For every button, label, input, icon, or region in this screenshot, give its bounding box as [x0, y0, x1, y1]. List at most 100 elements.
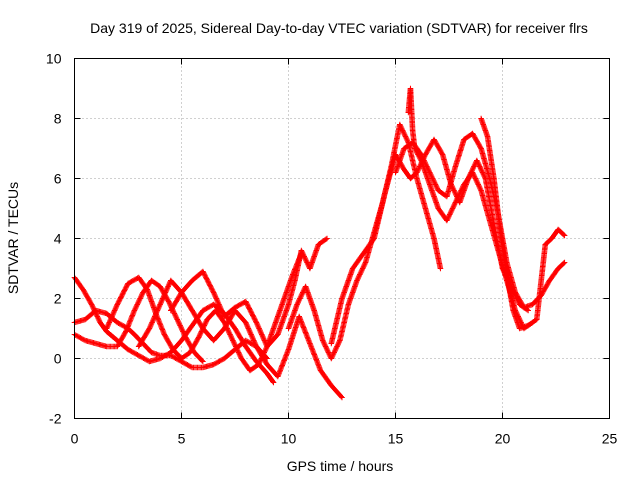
data-point: [176, 321, 183, 328]
data-point: [298, 247, 305, 254]
data-point: [513, 308, 519, 315]
data-point: [417, 155, 423, 161]
data-point: [203, 305, 210, 312]
data-point: [475, 160, 481, 166]
data-point: [175, 319, 182, 325]
data-point: [457, 190, 463, 196]
data-point: [139, 354, 146, 361]
data-point: [210, 289, 217, 296]
data-point: [136, 298, 142, 304]
data-point: [161, 292, 168, 298]
data-point: [525, 307, 531, 314]
data-point: [129, 349, 136, 355]
data-point: [202, 321, 208, 328]
data-point: [160, 329, 167, 335]
grid: [74, 58, 610, 419]
data-point: [181, 331, 187, 337]
data-point: [515, 314, 522, 321]
data-point: [477, 164, 484, 171]
data-point: [164, 286, 170, 292]
data-point: [144, 357, 150, 363]
data-point: [126, 347, 132, 353]
data-point: [157, 301, 163, 308]
data-point: [147, 324, 153, 331]
data-point: [263, 346, 269, 352]
data-point: [164, 284, 171, 291]
data-point: [437, 265, 444, 272]
data-point: [107, 317, 114, 323]
data-point: [200, 307, 206, 314]
data-point: [129, 313, 135, 320]
data-point: [94, 313, 101, 320]
data-point: [231, 341, 238, 347]
data-point: [514, 311, 520, 317]
data-point: [154, 308, 160, 315]
data-point: [157, 300, 164, 307]
data-point: [361, 263, 367, 269]
data-point: [234, 346, 240, 352]
x-tick-label: 10: [281, 431, 297, 447]
data-point: [256, 326, 263, 333]
data-point: [158, 299, 164, 305]
data-point: [178, 326, 185, 332]
data-point: [95, 316, 102, 322]
data-point: [528, 320, 535, 327]
data-point: [126, 320, 133, 326]
data-point: [257, 329, 264, 335]
data-point: [236, 352, 243, 358]
data-point: [299, 250, 306, 256]
data-point: [245, 339, 251, 345]
data-point: [414, 168, 421, 175]
data-point: [472, 174, 478, 181]
data-point: [157, 320, 163, 327]
data-point: [444, 216, 451, 223]
data-point: [320, 338, 327, 345]
data-point: [270, 379, 277, 386]
data-point: [560, 231, 567, 238]
data-point: [294, 301, 300, 308]
data-point: [129, 312, 136, 319]
data-point: [429, 175, 436, 182]
data-point: [460, 184, 466, 190]
data-point: [80, 336, 86, 342]
data-point: [561, 259, 568, 266]
data-point: [146, 325, 153, 332]
data-point: [473, 176, 479, 183]
data-point: [477, 185, 483, 191]
data-point: [128, 348, 135, 355]
data-point: [475, 161, 482, 167]
data-point: [247, 330, 254, 337]
data-point: [516, 316, 523, 322]
data-point: [295, 298, 302, 304]
data-point: [456, 191, 463, 197]
data-point: [246, 326, 252, 333]
data-point: [131, 350, 137, 356]
data-point: [257, 358, 264, 364]
data-point: [518, 319, 524, 326]
data-point: [232, 304, 238, 311]
data-point: [156, 319, 163, 325]
data-point: [322, 342, 328, 349]
data-point: [156, 318, 162, 324]
data-point: [247, 329, 253, 335]
data-point: [227, 332, 234, 339]
data-point: [163, 288, 169, 295]
data-point: [234, 303, 241, 309]
data-point: [183, 361, 190, 367]
data-point: [235, 302, 242, 309]
data-point: [168, 352, 174, 359]
data-point: [74, 333, 80, 339]
data-point: [517, 317, 523, 323]
data-point: [204, 305, 211, 311]
data-point: [132, 306, 138, 313]
data-point: [325, 348, 331, 355]
data-point: [125, 280, 131, 287]
data-point: [230, 337, 236, 344]
data-point: [261, 336, 267, 343]
y-tick-label: 2: [54, 291, 62, 307]
data-point: [259, 332, 266, 339]
data-point: [114, 319, 121, 326]
data-point: [448, 209, 454, 215]
data-point: [331, 349, 337, 356]
data-point: [258, 330, 265, 337]
